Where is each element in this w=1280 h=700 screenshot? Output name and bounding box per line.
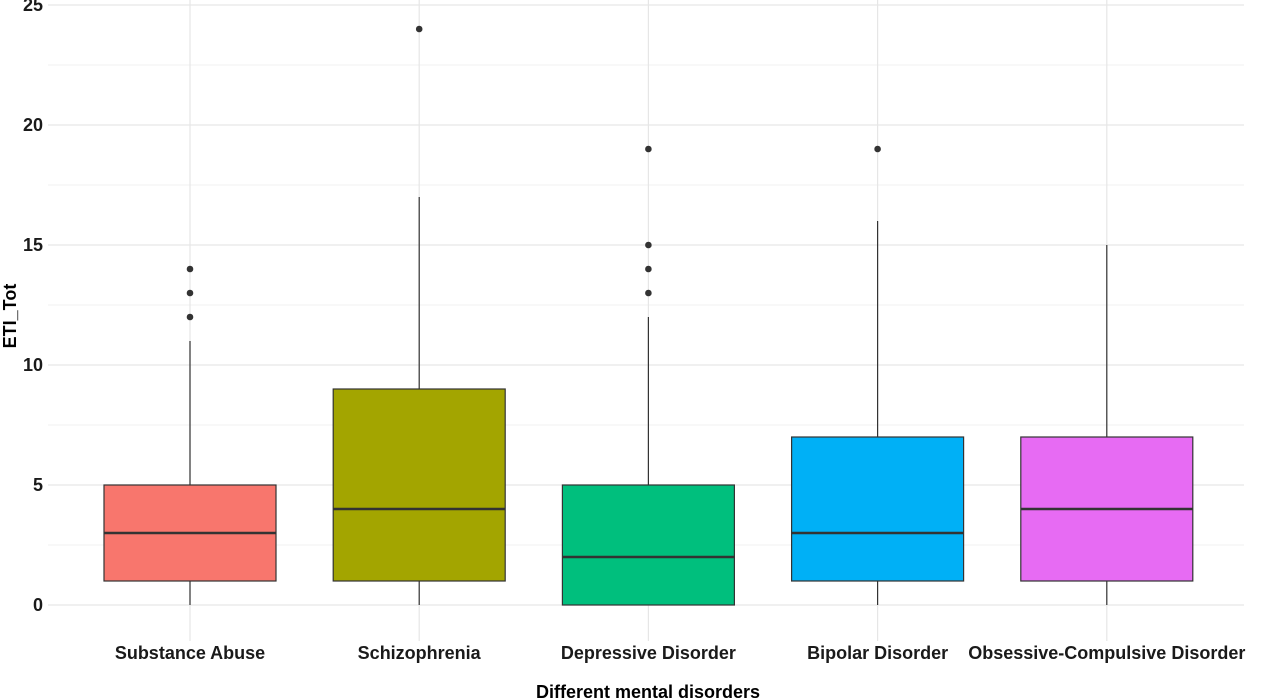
- x-axis-ticks: Substance Abuse Schizophrenia Depressive D…: [115, 643, 1246, 663]
- x-tick-label: Depressive Disorder: [561, 643, 736, 663]
- iqr-box: [561, 484, 736, 606]
- y-tick-label: 0: [33, 595, 43, 615]
- box-schizophrenia: [332, 25, 506, 605]
- y-axis-title: ETI_Tot: [0, 284, 20, 349]
- outlier-point: [645, 289, 652, 297]
- outlier-point: [415, 25, 423, 33]
- y-tick-label: 10: [23, 355, 43, 375]
- outlier-point: [874, 145, 881, 153]
- box-obsessive-compulsive-disorder: [1020, 245, 1194, 605]
- outlier-point: [645, 265, 652, 273]
- outlier-point: [186, 265, 194, 273]
- box-series: [103, 25, 1194, 606]
- y-tick-label: 25: [23, 0, 43, 15]
- y-tick-label: 5: [33, 475, 43, 495]
- iqr-box: [790, 436, 965, 582]
- x-tick-label: Substance Abuse: [115, 643, 265, 663]
- outlier-point: [645, 145, 652, 153]
- outlier-point: [645, 241, 652, 249]
- iqr-box: [332, 388, 506, 582]
- x-tick-label: Obsessive-Compulsive Disorder: [968, 643, 1245, 663]
- x-tick-label: Bipolar Disorder: [807, 643, 948, 663]
- y-axis-ticks: 0 5 10 15 20 25: [23, 0, 43, 615]
- box-depressive-disorder: [561, 145, 736, 606]
- x-tick-label: Schizophrenia: [358, 643, 482, 663]
- y-tick-label: 20: [23, 115, 43, 135]
- x-axis-title: Different mental disorders: [536, 682, 760, 700]
- outlier-point: [186, 313, 194, 321]
- box-bipolar-disorder: [790, 145, 965, 605]
- y-tick-label: 15: [23, 235, 43, 255]
- box-substance-abuse: [103, 265, 277, 605]
- outlier-point: [186, 289, 194, 297]
